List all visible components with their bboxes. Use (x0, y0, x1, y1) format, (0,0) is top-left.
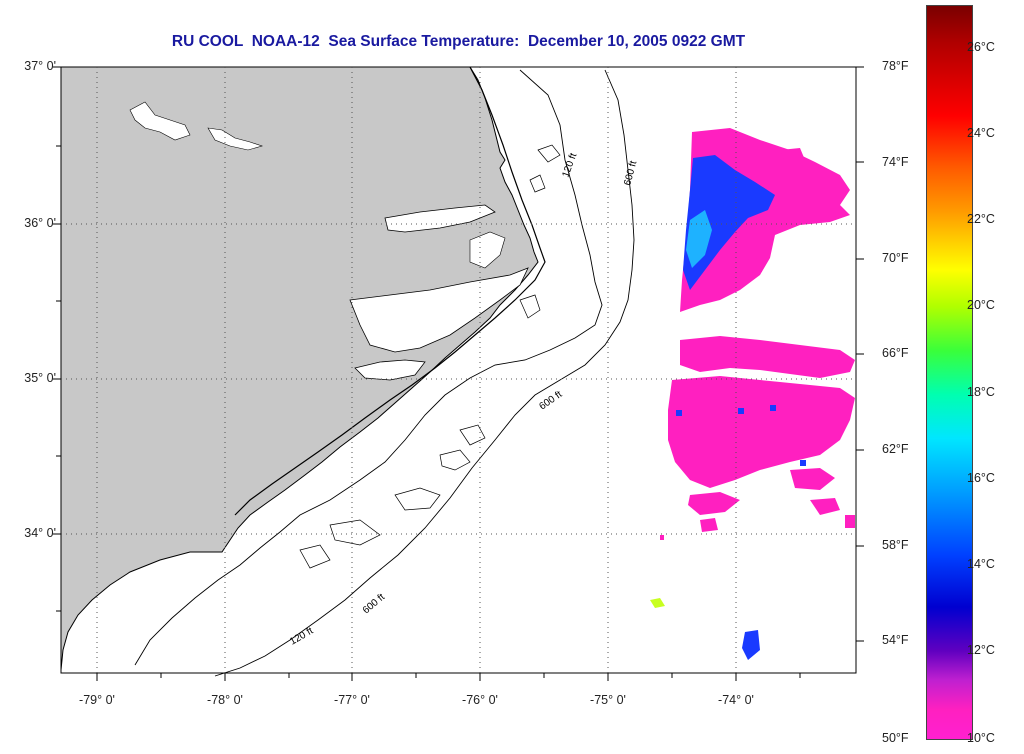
lat-label-37: 37° 0' (24, 59, 56, 73)
colorbar-c-20: 20°C (967, 298, 995, 312)
colorbar-f-50: 50°F (882, 731, 909, 745)
pamlico-sound (349, 267, 529, 353)
island-sound (469, 231, 506, 269)
outer-banks (234, 66, 546, 516)
sst-swath (650, 128, 855, 660)
sst-green-spot (650, 598, 665, 608)
colorbar-f-66: 66°F (882, 346, 909, 360)
contour-label-600ft: 600 ft (622, 160, 639, 187)
albemarle-sound (384, 204, 496, 233)
colorbar-f-54: 54°F (882, 633, 909, 647)
colorbar-f-58: 58°F (882, 538, 909, 552)
colorbar-f-62: 62°F (882, 442, 909, 456)
colorbar-c-12: 12°C (967, 643, 995, 657)
axis-ticks (53, 66, 864, 681)
contour-label-120ft-south: 120 ft (288, 625, 315, 647)
lon-label-76: -76° 0' (462, 693, 498, 707)
colorbar-c-10: 10°C (967, 731, 995, 745)
contour-label-600ft-south: 600 ft (361, 592, 387, 617)
colorbar-c-14: 14°C (967, 557, 995, 571)
colorbar-c-26: 26°C (967, 40, 995, 54)
temperature-colorbar (926, 5, 973, 740)
lon-label-79: -79° 0' (79, 693, 115, 707)
reservoir (207, 127, 264, 151)
lon-label-77: -77° 0' (334, 693, 370, 707)
colorbar-f-74: 74°F (882, 155, 909, 169)
lon-label-75: -75° 0' (590, 693, 626, 707)
colorbar-c-18: 18°C (967, 385, 995, 399)
sst-cold-patch-mid (680, 336, 855, 378)
graticule (61, 67, 856, 673)
lon-label-78: -78° 0' (207, 693, 243, 707)
colorbar-f-70: 70°F (882, 251, 909, 265)
contour-label-600ft-mid: 600 ft (537, 389, 564, 412)
map-title: RU COOL NOAA-12 Sea Surface Temperature:… (171, 33, 746, 50)
sst-warm-core (683, 155, 775, 290)
contour-label-120ft: 120 ft (560, 152, 579, 179)
colorbar-c-22: 22°C (967, 212, 995, 226)
sst-warm-center (686, 210, 712, 268)
lat-label-34: 34° 0' (24, 526, 56, 540)
colorbar-c-24: 24°C (967, 126, 995, 140)
lat-label-36: 36° 0' (24, 216, 56, 230)
contour-600ft (214, 69, 635, 677)
land-mass (60, 66, 539, 671)
lake-inland (129, 101, 191, 141)
map-frame (60, 66, 857, 674)
neuse-river (354, 359, 426, 381)
lon-label-74: -74° 0' (718, 693, 754, 707)
lat-label-35: 35° 0' (24, 371, 56, 385)
sst-cold-patch-south (668, 376, 855, 488)
contour-120ft (134, 69, 603, 666)
colorbar-c-16: 16°C (967, 471, 995, 485)
sst-cold-scatter (660, 148, 855, 540)
contour-shelf-detail (299, 144, 561, 569)
colorbar-f-78: 78°F (882, 59, 909, 73)
